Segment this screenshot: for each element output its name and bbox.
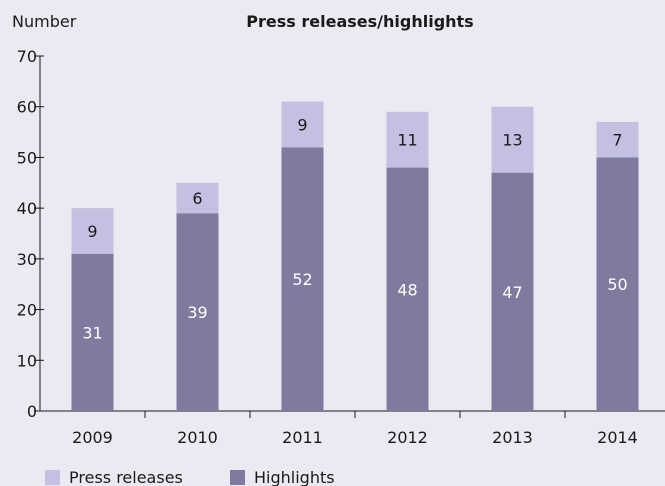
highlights-bar — [281, 147, 324, 412]
highlights-bar-label: 48 — [397, 280, 417, 299]
press-releases-bar-label: 7 — [612, 131, 622, 150]
press-releases-bar — [176, 182, 219, 214]
press-releases-bar-label: 13 — [502, 131, 522, 150]
y-tick-label: 0 — [27, 402, 37, 421]
highlights-bar — [596, 157, 639, 411]
y-tick-label: 30 — [17, 250, 37, 269]
x-tick-label: 2010 — [177, 428, 218, 447]
legend-swatch-highlights — [230, 470, 245, 485]
press-releases-bar-label: 9 — [297, 115, 307, 134]
press-releases-bar — [596, 121, 639, 158]
x-tick-label: 2014 — [597, 428, 638, 447]
highlights-bar-label: 39 — [187, 303, 207, 322]
legend: Press releases Highlights — [45, 468, 335, 486]
highlights-bar-label: 50 — [607, 275, 627, 294]
highlights-bar-label: 52 — [292, 270, 312, 289]
plot-area: 0 10 20 30 40 50 60 70 31 9 2009 39 6 2010 52 9 2011 48 11… — [17, 47, 665, 447]
y-axis-label: Number — [12, 12, 77, 31]
highlights-bar-label: 31 — [82, 323, 102, 342]
press-releases-bar — [281, 101, 324, 148]
legend-swatch-press-releases — [45, 470, 60, 485]
highlights-bar — [386, 167, 429, 411]
highlights-bar — [491, 172, 534, 411]
press-releases-bar — [71, 208, 114, 254]
y-tick-label: 20 — [17, 301, 37, 320]
highlights-bar-label: 47 — [502, 283, 522, 302]
highlights-bar — [71, 253, 114, 411]
x-tick-label: 2012 — [387, 428, 428, 447]
legend-label-press-releases: Press releases — [69, 468, 183, 486]
x-tick-label: 2013 — [492, 428, 533, 447]
press-releases-bar — [386, 111, 429, 168]
press-releases-bar-label: 11 — [397, 131, 417, 150]
highlights-bar — [176, 213, 219, 411]
y-tick-label: 60 — [17, 98, 37, 117]
y-tick-label: 10 — [17, 351, 37, 370]
chart-title: Press releases/highlights — [246, 12, 473, 31]
legend-label-highlights: Highlights — [254, 468, 335, 486]
y-tick-label: 50 — [17, 148, 37, 167]
y-tick-label: 40 — [17, 199, 37, 218]
x-tick-label: 2011 — [282, 428, 323, 447]
press-releases-bar — [491, 106, 534, 173]
press-releases-bar-label: 9 — [87, 222, 97, 241]
y-tick-label: 70 — [17, 47, 37, 66]
press-releases-bar-label: 6 — [192, 189, 202, 208]
x-tick-label: 2009 — [72, 428, 113, 447]
